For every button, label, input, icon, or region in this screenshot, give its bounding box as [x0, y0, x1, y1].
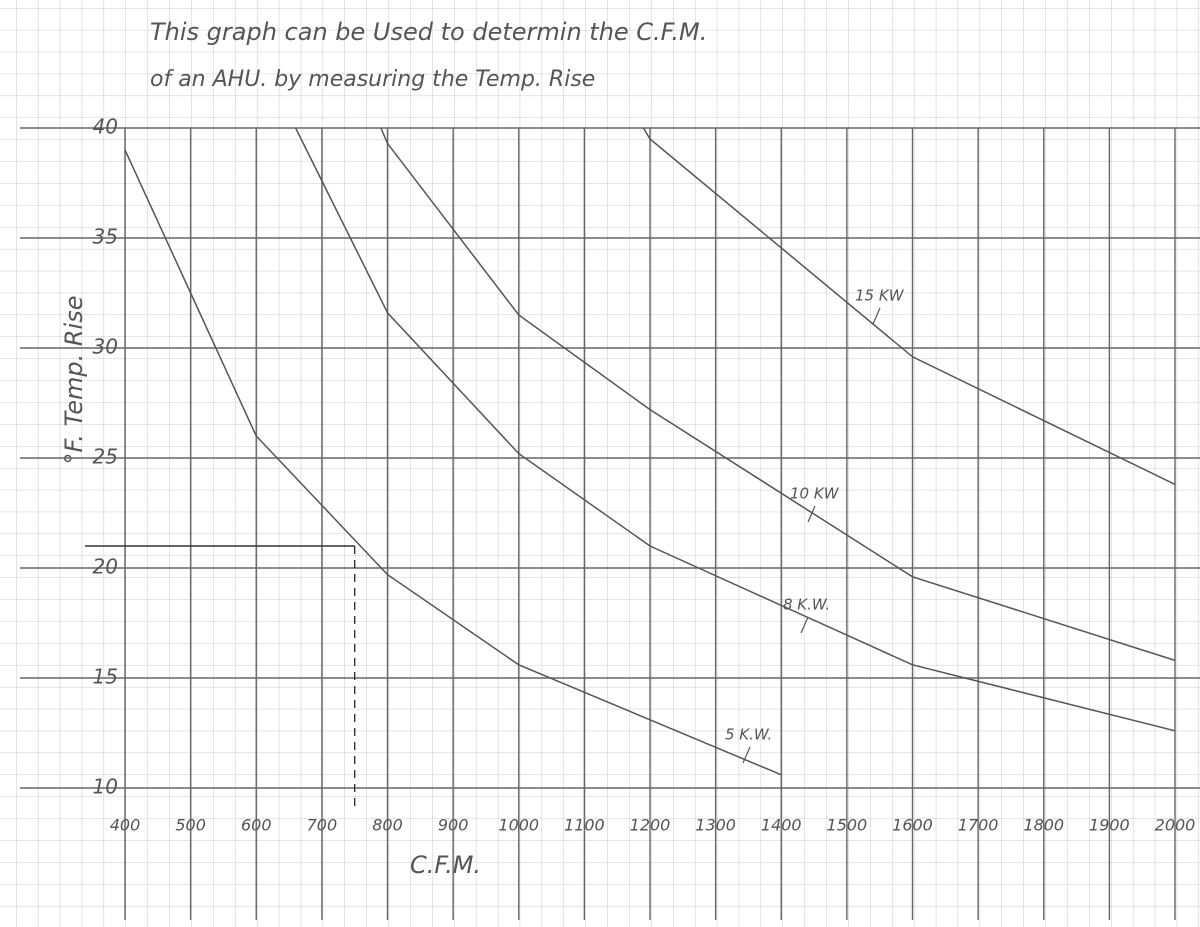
x-tick-label: 400	[110, 816, 141, 835]
series-line	[380, 127, 1176, 662]
chart-subtitle: of an AHU. by measuring the Temp. Rise	[150, 67, 595, 92]
label-leader	[807, 505, 816, 523]
x-tick-label: 500	[175, 816, 206, 835]
x-tick-label: 600	[241, 816, 272, 835]
label-leader	[742, 746, 751, 764]
x-tick-label: 1200	[630, 816, 671, 835]
y-tick-label: 35	[93, 225, 118, 249]
x-tick-label: 2000	[1155, 816, 1196, 835]
series-label: 5 K.W.	[725, 726, 772, 744]
x-tick-label: 1000	[498, 816, 539, 835]
label-leader	[872, 307, 881, 325]
x-tick-label: 1900	[1089, 816, 1130, 835]
y-tick-label: 40	[93, 115, 118, 139]
series-line	[124, 149, 782, 776]
x-tick-label: 1700	[958, 816, 999, 835]
x-tick-label: 1400	[761, 816, 802, 835]
x-tick-label: 1800	[1023, 816, 1064, 835]
y-tick-label: 30	[93, 335, 118, 359]
label-leader	[800, 616, 809, 634]
x-tick-label: 700	[307, 816, 338, 835]
y-tick-label: 15	[93, 665, 118, 689]
x-tick-label: 800	[372, 816, 403, 835]
y-tick-label: 10	[93, 775, 118, 799]
y-axis-label: °F. Temp. Rise	[60, 296, 88, 465]
y-tick-label: 20	[93, 555, 118, 579]
series-label: 8 K.W.	[783, 596, 830, 614]
x-tick-label: 900	[438, 816, 469, 835]
y-tick-label: 25	[93, 445, 118, 469]
series-label: 15 KW	[855, 287, 905, 305]
x-axis-label: C.F.M.	[410, 851, 481, 879]
chart-title: This graph can be Used to determin the C…	[150, 18, 707, 46]
x-tick-label: 1300	[695, 816, 736, 835]
x-tick-label: 1500	[827, 816, 868, 835]
series-label: 10 KW	[790, 485, 840, 503]
series-line	[294, 127, 1176, 732]
x-tick-label: 1100	[564, 816, 605, 835]
x-tick-label: 1600	[892, 816, 933, 835]
series-line	[642, 127, 1176, 486]
